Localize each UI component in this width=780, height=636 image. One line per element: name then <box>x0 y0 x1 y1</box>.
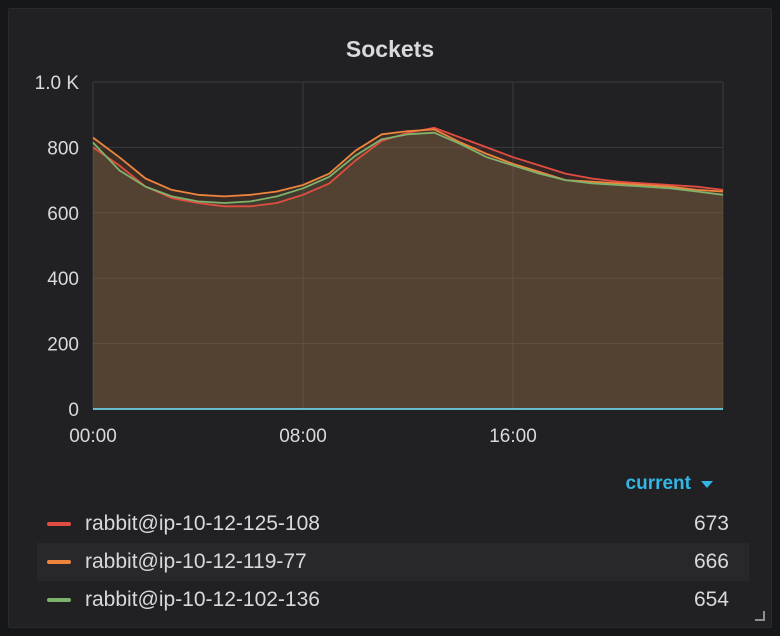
legend-sort-current[interactable]: current <box>626 473 713 495</box>
resize-handle-icon[interactable] <box>755 611 765 621</box>
y-axis: 0 200 400 600 800 1.0 K <box>35 73 80 421</box>
y-tick-label-5: 1.0 K <box>35 73 80 94</box>
legend: rabbit@ip-10-12-125-108 673 rabbit@ip-10… <box>37 505 749 619</box>
legend-label-1: rabbit@ip-10-12-119-77 <box>85 550 307 573</box>
legend-swatch-1[interactable] <box>47 560 71 564</box>
series-line-0[interactable] <box>92 126 724 208</box>
caret-down-icon <box>701 480 713 488</box>
chart-area: 0 200 400 600 800 1.0 K 00:00 08:00 16:00 <box>35 73 724 447</box>
y-tick-label-4: 800 <box>47 138 79 159</box>
sockets-panel: Sockets 0 200 400 600 800 1.0 K 00:00 08:00 16:… <box>8 8 772 628</box>
legend-swatch-2[interactable] <box>47 598 71 602</box>
legend-label-0: rabbit@ip-10-12-125-108 <box>85 512 320 535</box>
series-line-1[interactable] <box>92 128 724 198</box>
legend-value-1: 666 <box>693 550 729 573</box>
panel-title[interactable]: Sockets <box>345 36 435 62</box>
series-area-1 <box>93 129 723 409</box>
series-areas <box>93 127 723 410</box>
x-tick-label-2: 16:00 <box>489 426 537 447</box>
series-line-2[interactable] <box>92 131 724 204</box>
legend-item-1[interactable]: rabbit@ip-10-12-119-77 666 <box>37 543 749 581</box>
legend-item-2[interactable]: rabbit@ip-10-12-102-136 654 <box>37 581 749 619</box>
legend-header-label: current <box>625 473 691 494</box>
y-tick-label-1: 200 <box>47 335 79 356</box>
legend-swatch-0[interactable] <box>47 522 71 526</box>
y-tick-label-2: 400 <box>47 269 79 290</box>
series-area-0 <box>93 127 723 410</box>
grid-lines <box>92 81 724 410</box>
series-lines <box>92 126 724 410</box>
legend-label-2: rabbit@ip-10-12-102-136 <box>85 588 320 611</box>
x-tick-label-1: 08:00 <box>279 426 327 447</box>
y-tick-label-3: 600 <box>47 204 79 225</box>
x-axis: 00:00 08:00 16:00 <box>69 426 537 447</box>
legend-value-0: 673 <box>693 512 729 535</box>
legend-value-2: 654 <box>693 588 729 611</box>
y-tick-label-0: 0 <box>68 400 79 421</box>
x-tick-label-0: 00:00 <box>69 426 117 447</box>
legend-item-0[interactable]: rabbit@ip-10-12-125-108 673 <box>37 505 749 543</box>
series-area-2 <box>93 132 723 409</box>
